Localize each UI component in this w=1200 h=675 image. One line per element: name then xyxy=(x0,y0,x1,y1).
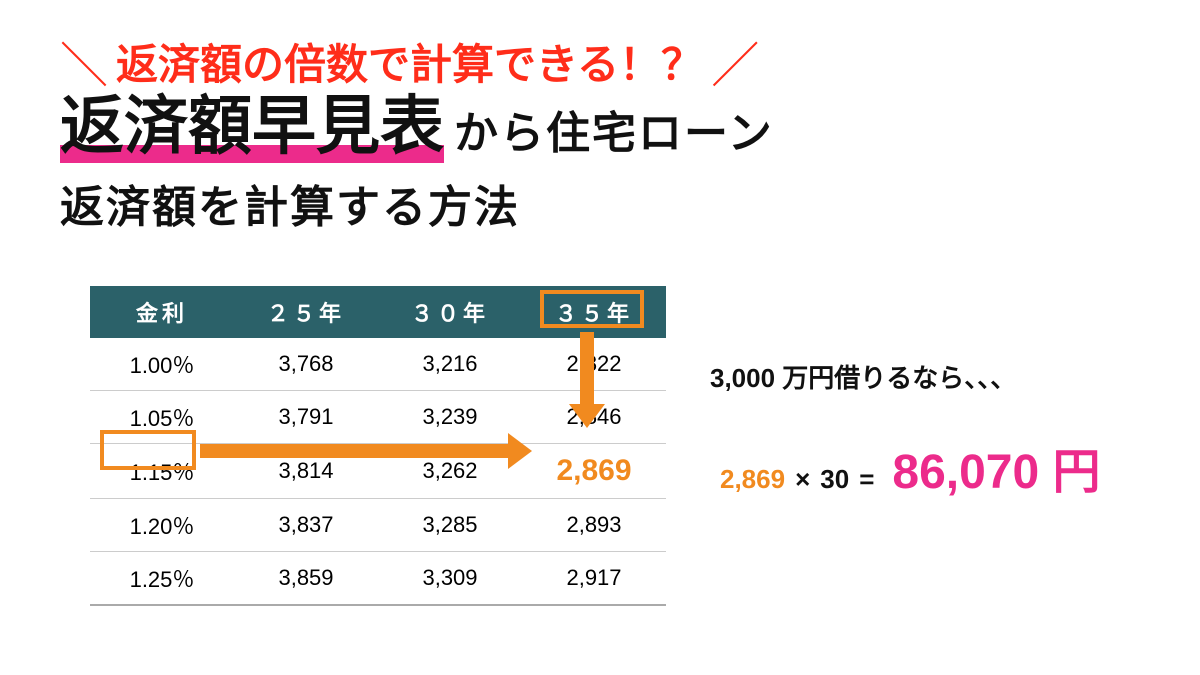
slash-right: ／ xyxy=(711,26,759,96)
main-title: 返済額早見表 から住宅ローン 返済額を計算する方法 xyxy=(60,88,1140,235)
th-35y: ３５年 xyxy=(522,286,666,338)
title-line-1: 返済額早見表 から住宅ローン xyxy=(60,88,1140,165)
th-rate: 金利 xyxy=(90,286,234,338)
headline-accent: ＼ 返済額の倍数で計算できる！？ ／ xyxy=(60,26,759,96)
table-row: 1.00％3,7683,2162,822 xyxy=(90,338,666,391)
table-cell: 3,859 xyxy=(234,552,378,606)
th-25y: ２５年 xyxy=(234,286,378,338)
table-cell: 1.20％ xyxy=(90,499,234,552)
table-cell: 2,893 xyxy=(522,499,666,552)
calc-equals: = xyxy=(859,464,874,495)
table-cell: 1.25％ xyxy=(90,552,234,606)
side-note: 3,000 万円借りるなら、、、 xyxy=(710,358,1016,395)
table-cell: 2,822 xyxy=(522,338,666,391)
table-row: 1.15％3,8143,2622,869 xyxy=(90,444,666,499)
rate-table: 金利 ２５年 ３０年 ３５年 1.00％3,7683,2162,8221.05％… xyxy=(90,286,666,606)
table-cell: 3,285 xyxy=(378,499,522,552)
table-cell: 2,846 xyxy=(522,391,666,444)
calc-result: 86,070 円 xyxy=(892,432,1100,502)
table: 金利 ２５年 ３０年 ３５年 1.00％3,7683,2162,8221.05％… xyxy=(90,286,666,606)
th-30y: ３０年 xyxy=(378,286,522,338)
table-cell: 3,262 xyxy=(378,444,522,499)
headline-accent-text: 返済額の倍数で計算できる！？ xyxy=(116,31,703,92)
calculation: 2,869 × 30 = 86,070 円 xyxy=(720,432,1101,502)
table-row: 1.25％3,8593,3092,917 xyxy=(90,552,666,606)
table-cell: 3,309 xyxy=(378,552,522,606)
table-cell: 3,239 xyxy=(378,391,522,444)
title-line-2: 返済額を計算する方法 xyxy=(60,171,1140,235)
title-underlined: 返済額早見表 xyxy=(60,88,444,165)
table-cell: 2,869 xyxy=(522,444,666,499)
table-cell: 3,216 xyxy=(378,338,522,391)
table-cell: 1.00％ xyxy=(90,338,234,391)
table-row: 1.20％3,8373,2852,893 xyxy=(90,499,666,552)
table-cell: 2,917 xyxy=(522,552,666,606)
table-cell: 1.15％ xyxy=(90,444,234,499)
calc-multiplier: 30 xyxy=(820,464,849,495)
table-header-row: 金利 ２５年 ３０年 ３５年 xyxy=(90,286,666,338)
calc-multiplicand: 2,869 xyxy=(720,464,785,495)
slash-left: ＼ xyxy=(60,26,108,96)
table-cell: 3,814 xyxy=(234,444,378,499)
table-cell: 3,768 xyxy=(234,338,378,391)
table-cell: 3,837 xyxy=(234,499,378,552)
title-after: から住宅ローン xyxy=(454,97,774,161)
table-cell: 1.05％ xyxy=(90,391,234,444)
calc-operator: × xyxy=(795,464,810,495)
table-row: 1.05％3,7913,2392,846 xyxy=(90,391,666,444)
table-cell: 3,791 xyxy=(234,391,378,444)
